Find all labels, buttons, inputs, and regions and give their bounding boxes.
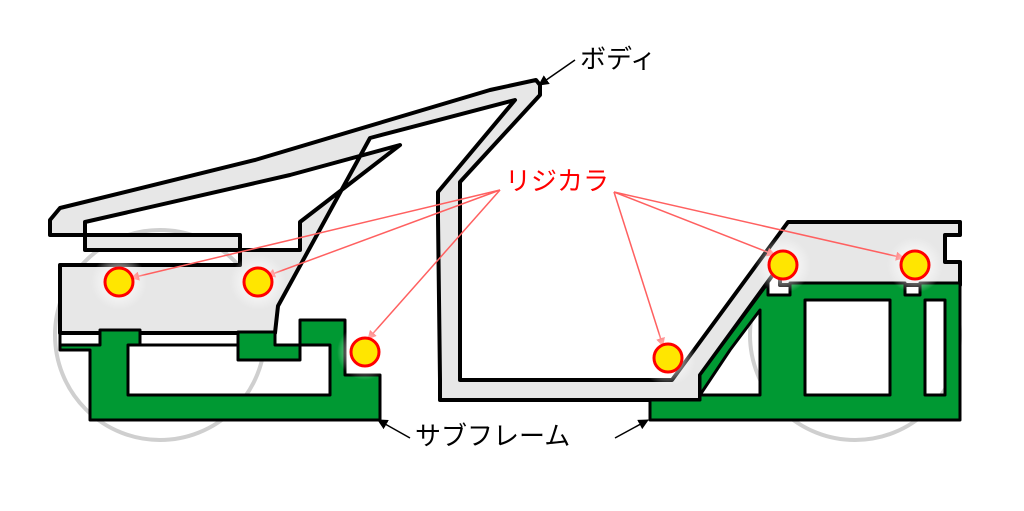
rigicolla-collar <box>351 338 379 366</box>
rigicolla-collar <box>901 251 929 279</box>
label-rigicolla: リジカラ <box>505 166 609 196</box>
label-body: ボディ <box>580 44 656 74</box>
rigicolla-collar <box>244 268 272 296</box>
pointer-line <box>614 192 663 346</box>
pointer-line <box>378 420 410 438</box>
rigicolla-collar <box>105 268 133 296</box>
car-chassis-diagram: ボディリジカラサブフレーム <box>0 0 1024 511</box>
pointer-line <box>539 60 575 85</box>
pointer-line <box>615 420 648 438</box>
pointer-line <box>368 190 500 339</box>
rigicolla-collar <box>654 344 682 372</box>
label-subframe: サブフレーム <box>415 421 570 451</box>
rigicolla-collar <box>769 251 797 279</box>
